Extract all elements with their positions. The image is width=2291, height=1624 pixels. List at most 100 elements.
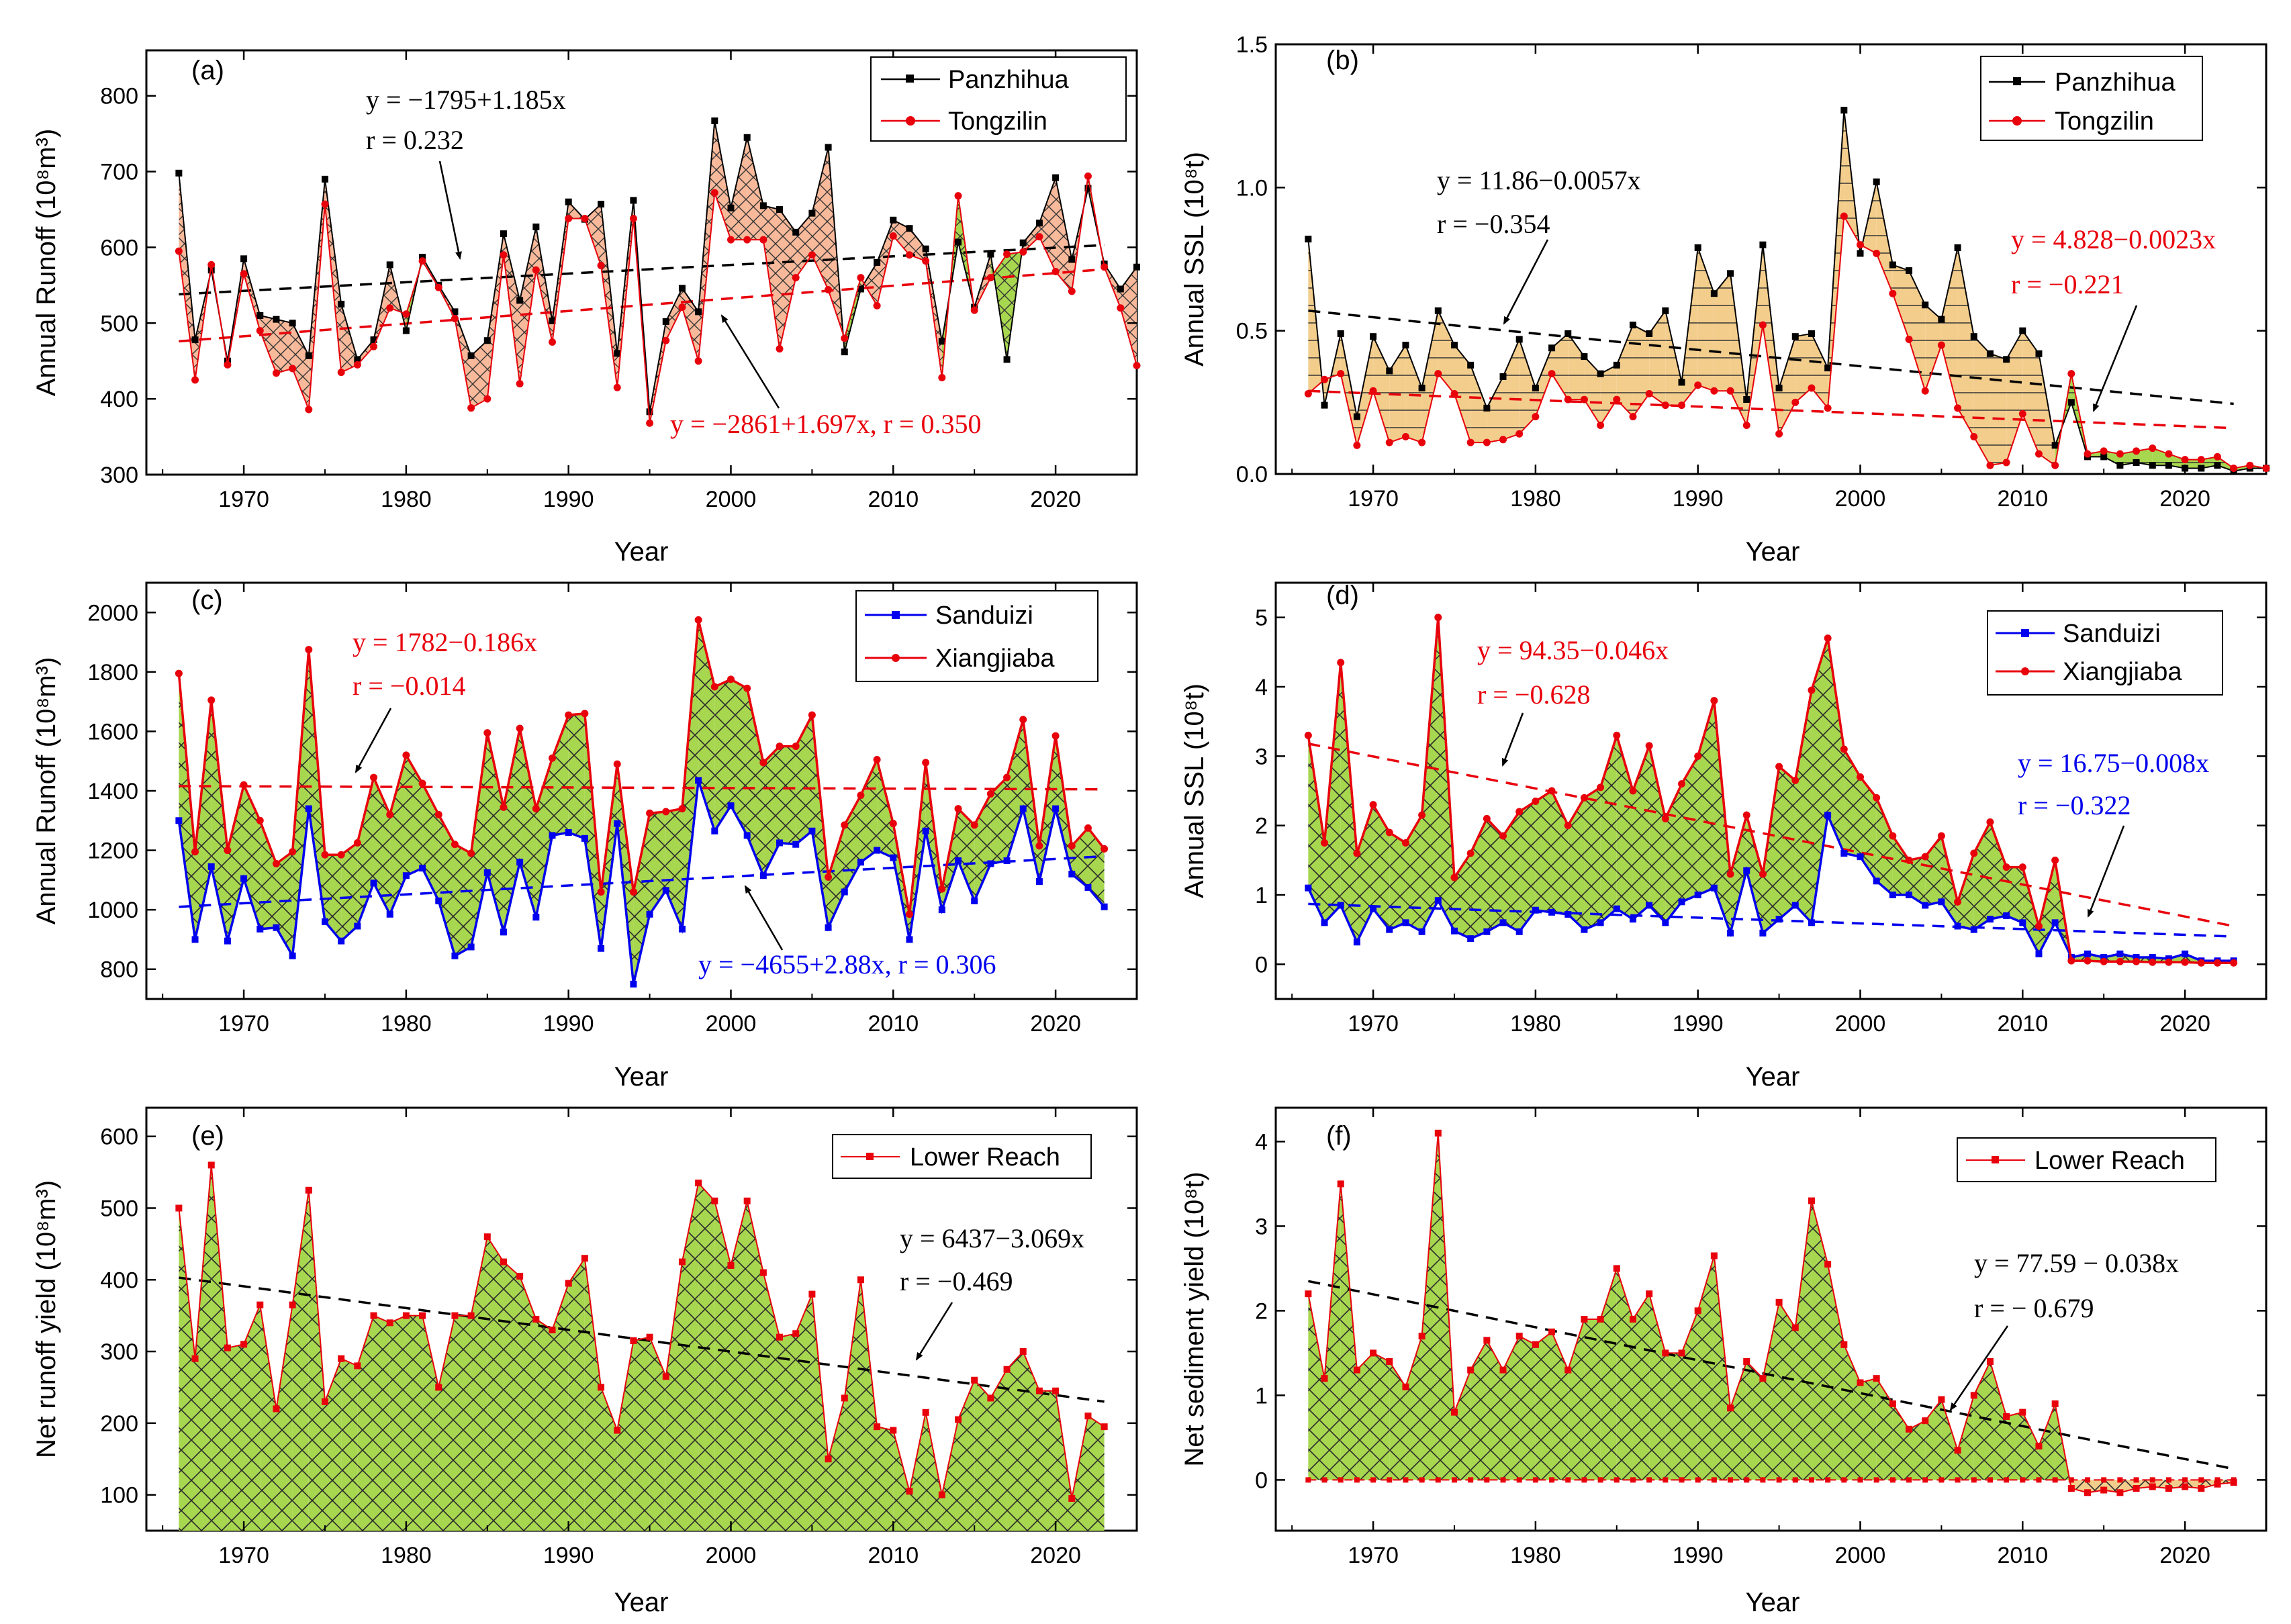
data-point-xiangjiaba (2197, 959, 2205, 967)
data-point-sanduizi (2100, 954, 2108, 961)
fill-segment (1487, 818, 1503, 932)
data-point-xiangjiaba (2149, 958, 2157, 966)
data-point-xiangjiaba (954, 805, 962, 813)
data-point-tongzilin (1889, 289, 1897, 297)
data-point-xiangjiaba (1337, 659, 1345, 667)
data-point-xiangjiaba (986, 790, 994, 798)
data-point-xiangjiaba (207, 696, 216, 704)
data-point-lower-reach (1906, 1425, 1913, 1433)
data-point-lower-reach (1370, 1349, 1377, 1357)
panel-f-arrow (1949, 1325, 2009, 1411)
fill-segment (780, 746, 796, 845)
data-point-xiangjiaba (565, 711, 573, 719)
data-point-tongzilin (1775, 430, 1783, 438)
baseline-marker (2198, 1477, 2204, 1483)
fill-segment (763, 746, 780, 876)
data-point-xiangjiaba (776, 743, 784, 751)
data-point-xiangjiaba (1742, 811, 1750, 819)
data-point-lower-reach (435, 1384, 442, 1391)
data-point-tongzilin (792, 274, 800, 282)
fill-segment (2185, 459, 2202, 469)
fill-segment (179, 673, 195, 940)
data-point-sanduizi (240, 875, 248, 882)
data-point-tongzilin (1068, 287, 1076, 295)
data-point-tongzilin (662, 336, 670, 344)
baseline-marker (1614, 1477, 1620, 1483)
fill-segment (1056, 177, 1072, 291)
panel-e-trend-layer (179, 1276, 1105, 1403)
data-point-panzhihua (1548, 344, 1556, 352)
fill-segment (1584, 1319, 1601, 1480)
data-point-tongzilin (321, 200, 329, 208)
data-point-tongzilin (1986, 461, 1994, 469)
fill-segment (958, 808, 975, 901)
fill-segment (617, 1341, 634, 1531)
data-point-lower-reach (1597, 1316, 1604, 1323)
data-point-lower-reach (2084, 1489, 2092, 1496)
fill-segment (2233, 465, 2250, 471)
fill-segment (1616, 1268, 1633, 1480)
fill-segment (844, 1280, 861, 1531)
fill-segment (633, 813, 650, 984)
panel-e-ylabel: Net runoff yield (10⁸m³) (32, 1180, 61, 1458)
baseline-marker (1889, 1477, 1896, 1483)
fill-segment (747, 688, 763, 876)
data-point-tongzilin (613, 383, 621, 391)
baseline-marker (1354, 1477, 1360, 1483)
data-point-panzhihua (386, 261, 393, 269)
fill-segment (1925, 305, 1942, 391)
data-point-lower-reach (792, 1330, 800, 1337)
fill-segment (844, 277, 861, 352)
data-point-sanduizi (1305, 884, 1312, 892)
data-point-panzhihua (207, 267, 215, 274)
data-point-panzhihua (1759, 241, 1767, 248)
data-point-xiangjiaba (337, 851, 345, 859)
data-point-lower-reach (467, 1312, 475, 1319)
fill-segment (665, 1261, 682, 1531)
fill-segment (698, 1183, 715, 1531)
data-point-panzhihua (2198, 465, 2205, 472)
fill-segment (1568, 333, 1585, 400)
data-point-sanduizi (1386, 926, 1393, 933)
fill-segment (2022, 1412, 2039, 1480)
panel-a-arrow-panzhihua (438, 160, 462, 260)
data-point-tongzilin (727, 236, 735, 244)
x-tick-label: 2020 (1030, 1011, 1081, 1037)
data-point-lower-reach (2165, 1485, 2172, 1492)
data-point-lower-reach (857, 1276, 864, 1284)
data-point-tongzilin (1515, 430, 1524, 438)
fill-segment (1957, 247, 1974, 437)
data-point-sanduizi (2003, 912, 2010, 919)
panel-c-trend-eq-xiangjiaba: y = 1782−0.186x (353, 627, 537, 657)
legend-label-sanduizi: Sanduizi (935, 602, 1033, 630)
fill-segment (780, 1333, 796, 1531)
baseline-marker (1873, 1477, 1879, 1483)
data-point-panzhihua (2116, 462, 2124, 469)
data-point-tongzilin (1726, 387, 1734, 395)
data-point-lower-reach (2019, 1408, 2026, 1416)
data-point-xiangjiaba (224, 847, 232, 855)
fill-segment (292, 323, 309, 410)
panel-f-axis-layer: 1970 1980 1990 2000 2010 2020 0 1 2 3 4 (1255, 1108, 2266, 1568)
x-tick-label: 1970 (218, 1543, 269, 1568)
data-point-panzhihua (2067, 399, 2075, 406)
baseline-marker (1695, 1477, 1701, 1483)
data-point-xiangjiaba (1726, 870, 1734, 878)
data-point-sanduizi (1321, 919, 1328, 926)
data-point-panzhihua (1434, 307, 1442, 314)
data-point-panzhihua (727, 204, 735, 211)
data-point-panzhihua (857, 285, 864, 293)
data-point-xiangjiaba (1710, 697, 1718, 705)
data-point-panzhihua (1337, 330, 1344, 337)
data-point-tongzilin (1661, 401, 1669, 410)
data-point-sanduizi (1581, 926, 1588, 933)
data-point-lower-reach (1386, 1358, 1393, 1365)
fill-segment (1811, 333, 1828, 408)
panel-e-label: (e) (191, 1121, 224, 1151)
panel-f-trend-r: r = − 0.679 (1974, 1293, 2094, 1323)
panel-b-trend-eq-panzhihua: y = 11.86−0.0057x (1437, 165, 1641, 195)
data-point-xiangjiaba (1450, 873, 1458, 881)
data-point-sanduizi (1791, 902, 1799, 909)
data-point-xiangjiaba (2165, 958, 2173, 966)
baseline-marker (2036, 1477, 2042, 1483)
